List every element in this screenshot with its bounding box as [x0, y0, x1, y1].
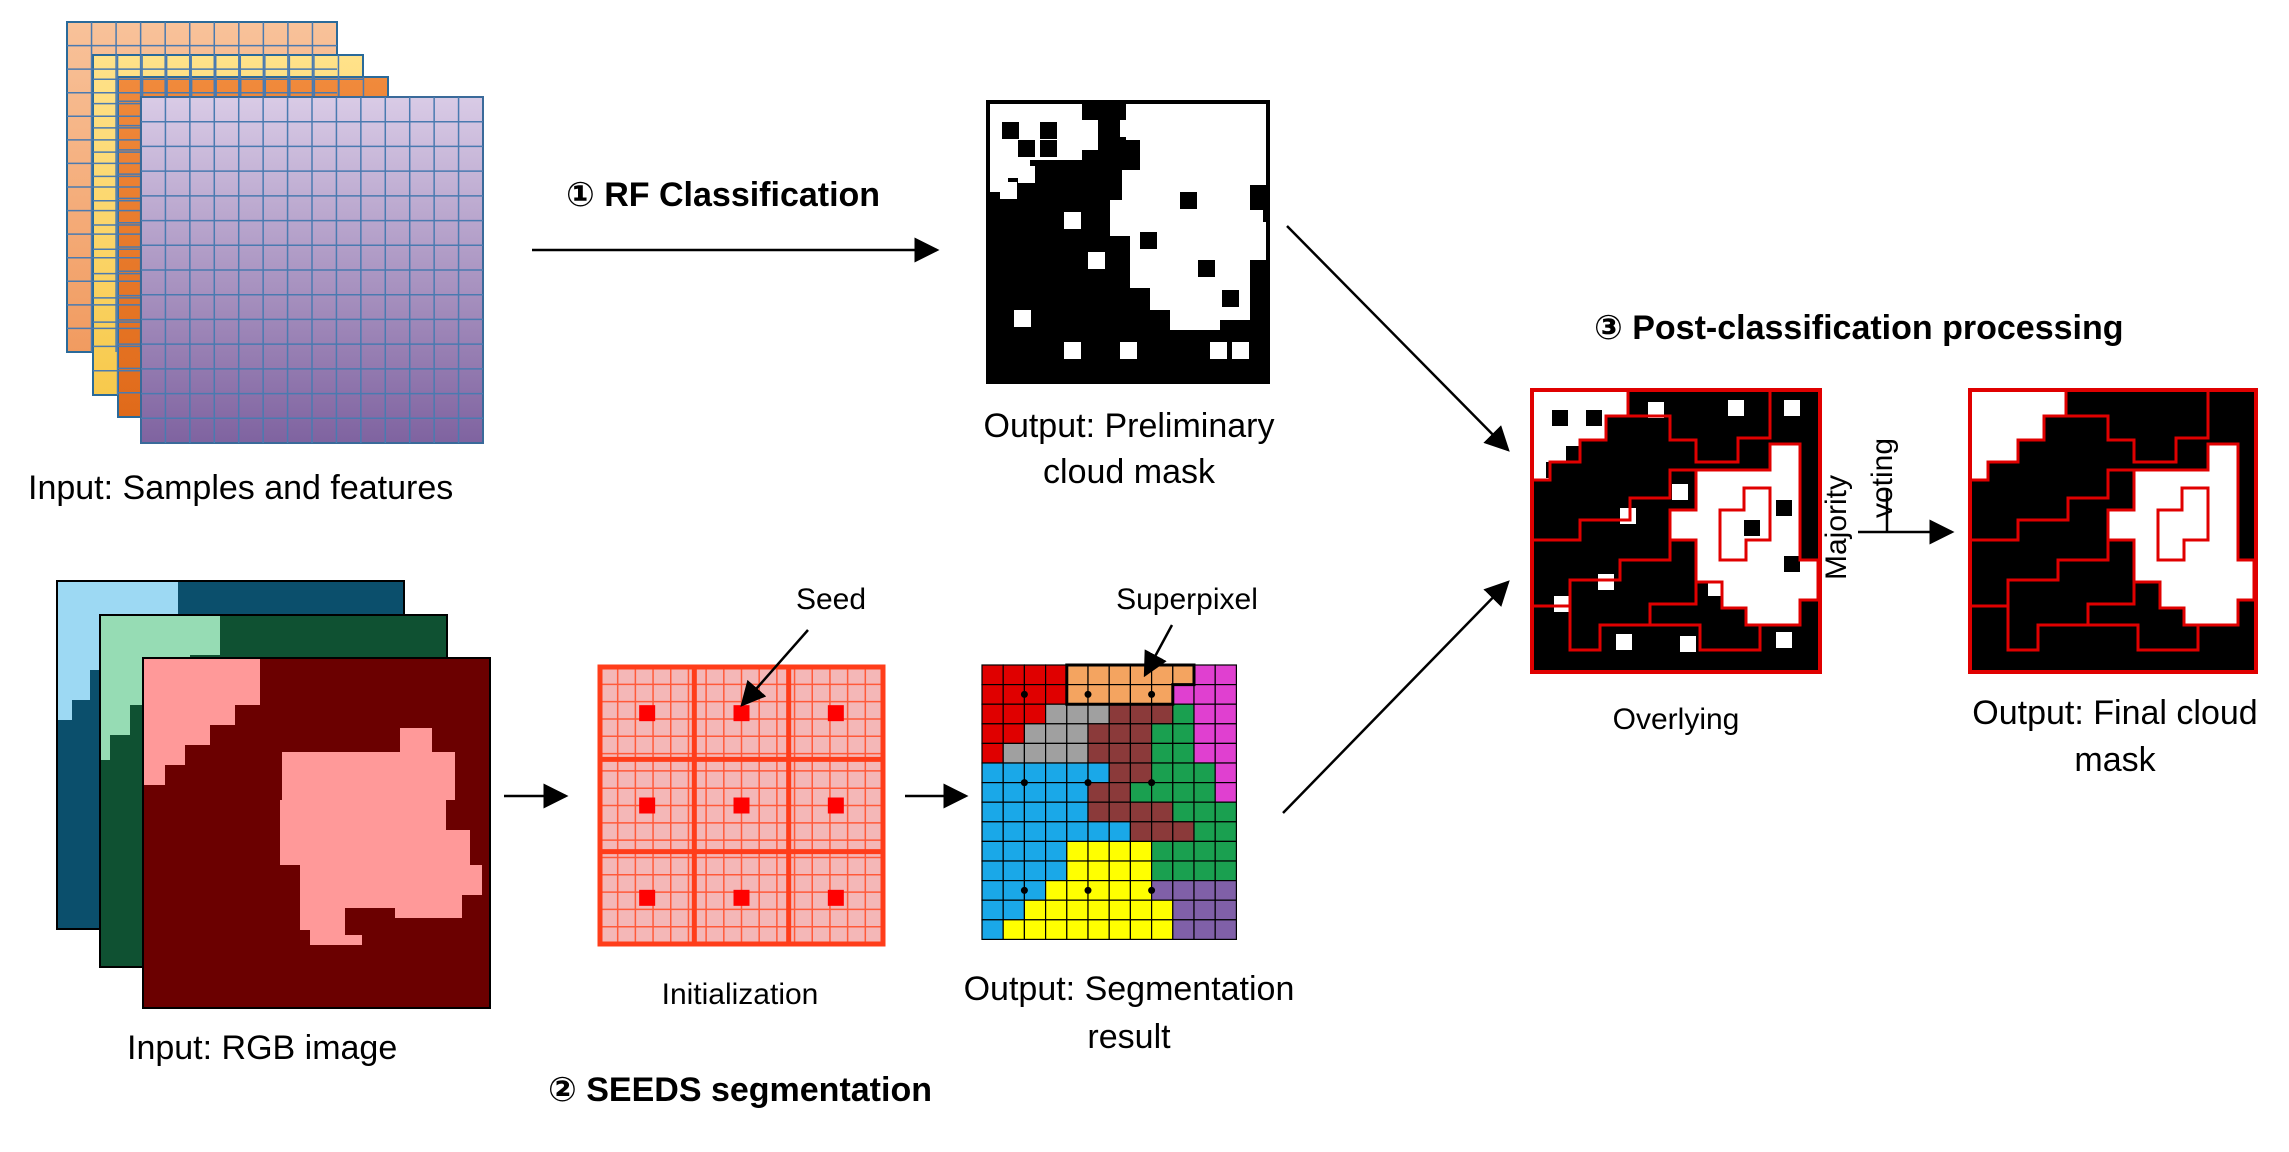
majority-label: Majority [1820, 474, 1853, 580]
preliminary-cloud-mask [986, 100, 1270, 384]
arrow-to-overlying-top [1286, 225, 1510, 452]
seed-pointer [740, 629, 809, 707]
rf-classification-step: ① RF Classification [566, 176, 881, 214]
seeds-segmentation-step: ② SEEDS segmentation [548, 1071, 932, 1109]
flow-arrows [504, 225, 1955, 814]
initialization-label: Initialization [661, 978, 819, 1011]
final-cloud-mask [1968, 388, 2258, 674]
segmentation-label-line2: result [1087, 1018, 1171, 1056]
overlying-label: Overlying [1612, 703, 1740, 736]
initialization-grid [597, 664, 886, 947]
preliminary-mask-label-line2: cloud mask [1043, 453, 1215, 491]
post-classification-step: ③ Post-classification processing [1594, 309, 2124, 347]
segmentation-label-line1: Output: Segmentation [963, 970, 1295, 1008]
preliminary-mask-label-line1: Output: Preliminary [983, 407, 1275, 445]
arrow-to-overlying-bottom [1282, 580, 1510, 814]
overlying-pixels [1546, 400, 1800, 652]
input-samples-label: Input: Samples and features [28, 469, 454, 507]
rgb-layer-red [142, 657, 491, 1009]
segmentation-result-grid [981, 663, 1237, 940]
final-mask-label-line2: mask [2074, 741, 2156, 779]
feature-stack [66, 21, 484, 444]
rgb-image-stack [56, 580, 491, 1009]
voting-label: voting [1866, 437, 1899, 518]
overlying-mask [1530, 388, 1822, 674]
superpixel-pointer [1143, 624, 1174, 678]
preliminary-mask-pixels [1000, 120, 1263, 359]
final-mask-label-line1: Output: Final cloud [1972, 694, 2258, 732]
superpixel-label: Superpixel [1116, 583, 1258, 616]
seed-label: Seed [795, 583, 867, 616]
input-rgb-label: Input: RGB image [127, 1029, 398, 1067]
superpixel-boundaries [1534, 392, 1820, 652]
